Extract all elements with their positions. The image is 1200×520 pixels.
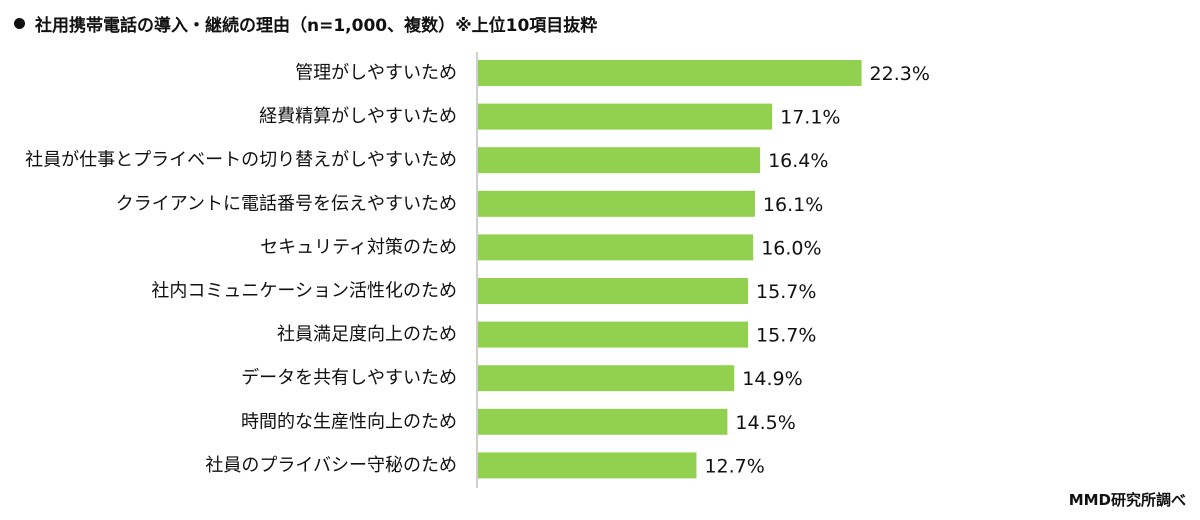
category-label: 社員のプライバシー守秘のため — [205, 455, 457, 476]
value-label: 12.7% — [704, 455, 764, 477]
category-label: 時間的な生産性向上のため — [241, 411, 457, 432]
bar — [478, 408, 728, 435]
bar — [478, 234, 754, 261]
bar — [478, 365, 735, 392]
bar — [478, 60, 862, 86]
bar — [478, 452, 697, 479]
category-label: 経費精算がしやすいため — [259, 106, 457, 127]
bar — [478, 278, 749, 304]
bullet-icon — [14, 17, 25, 29]
category-label: 社員が仕事とプライベートの切り替えがしやすいため — [25, 150, 457, 171]
bar — [478, 321, 749, 348]
value-label: 17.1% — [780, 107, 840, 129]
value-label: 22.3% — [870, 63, 930, 85]
value-label: 16.4% — [768, 150, 828, 172]
category-label: 社員満足度向上のため — [277, 324, 457, 345]
bar — [478, 190, 755, 217]
value-label: 15.7% — [756, 325, 816, 347]
chart-title: 社用携帯電話の導入・継続の理由（n=1,000、複数）※上位10項目抜粋 — [35, 15, 598, 36]
value-label: 16.1% — [763, 194, 823, 216]
category-label: クライアントに電話番号を伝えやすいため — [116, 193, 457, 214]
category-label: セキュリティ対策のため — [260, 237, 457, 258]
value-label: 14.5% — [735, 412, 795, 434]
category-label: 管理がしやすいため — [295, 63, 457, 84]
category-label: 社内コミュニケーション活性化のため — [151, 281, 457, 302]
value-label: 16.0% — [761, 237, 821, 259]
category-label: データを共有しやすいため — [241, 368, 457, 389]
bar — [478, 103, 773, 130]
chart-title-row: 社用携帯電話の導入・継続の理由（n=1,000、複数）※上位10項目抜粋 — [14, 8, 597, 38]
bar — [478, 147, 761, 174]
source-credit: MMD研究所調べ — [1068, 491, 1186, 509]
value-label: 14.9% — [742, 368, 802, 390]
value-label: 15.7% — [756, 281, 816, 303]
